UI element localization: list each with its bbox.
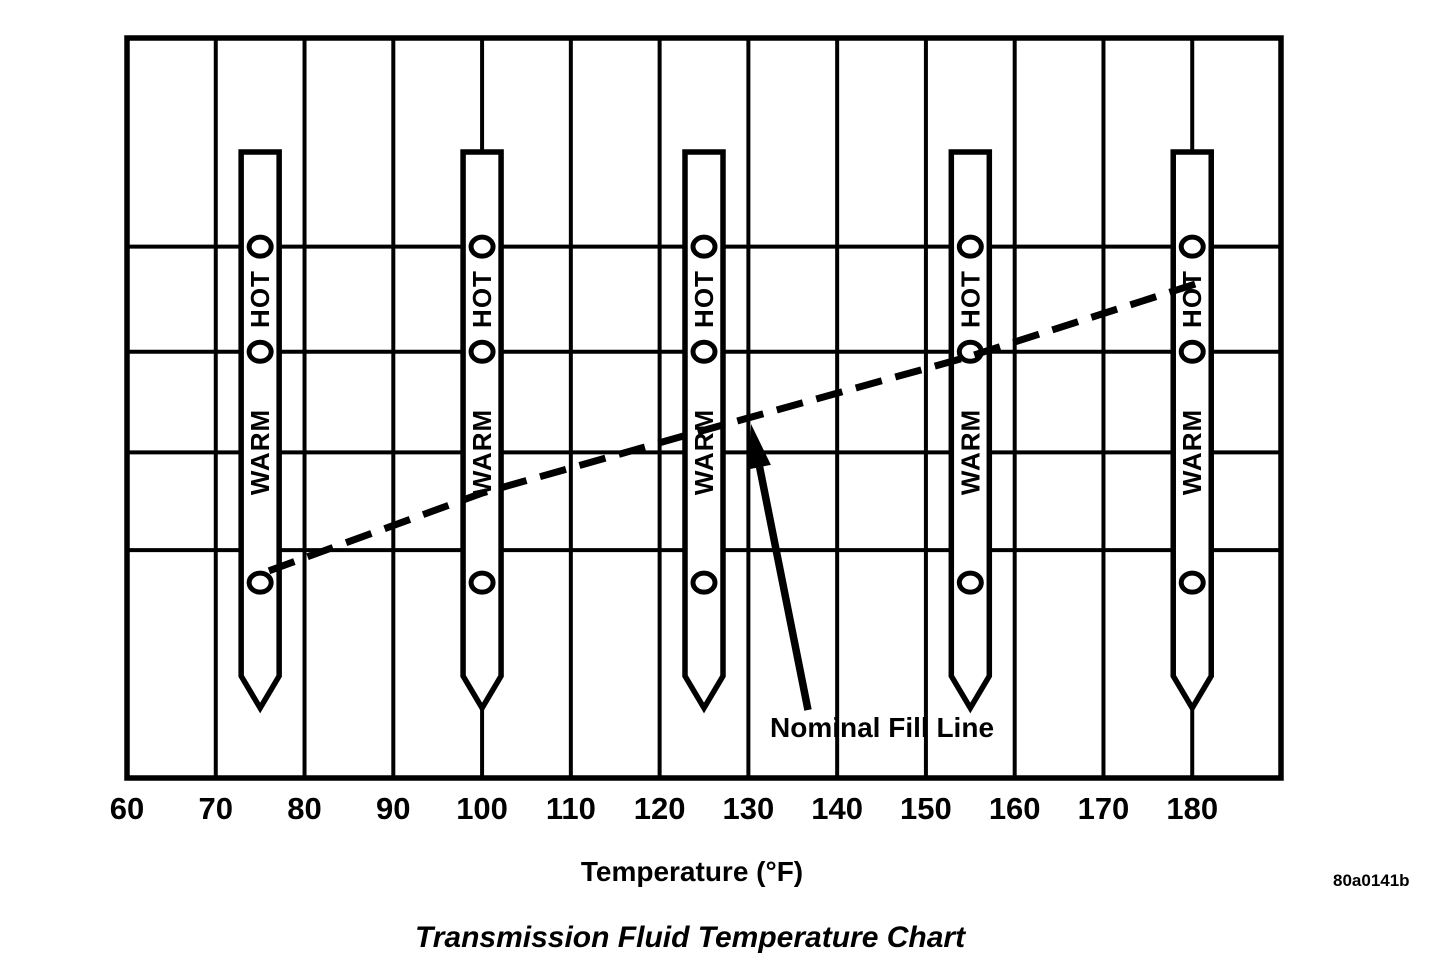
hot-label: HOT [467,270,497,328]
dipstick-hole-2 [1178,339,1206,364]
dipstick-155: HOT WARM [948,149,993,714]
dipstick-hole-3 [1178,570,1206,595]
dipstick-outline [948,149,993,714]
dipstick-75: HOT WARM [238,149,282,714]
dipstick-hole-2 [690,339,718,364]
dipstick-hole-3 [690,570,718,595]
dipstick-125: HOT WARM [682,149,726,714]
hot-label: HOT [1177,270,1207,328]
dipstick-hole-1 [246,234,274,259]
x-axis-ticks: 60 70 80 90 100 110 120 130 140 150 160 170 180 [0,791,1456,826]
x-tick-120: 120 [633,791,686,826]
x-tick-160: 160 [988,791,1041,826]
x-tick-170: 170 [1077,791,1130,826]
dipstick-hole-1 [468,234,496,259]
dipstick-hole-3 [468,570,496,595]
x-tick-60: 60 [109,791,145,826]
nominal-fill-line-dashed [267,278,1203,575]
annotation-arrow-head [748,424,771,470]
x-tick-90: 90 [376,791,411,826]
x-tick-150: 150 [900,791,952,826]
x-tick-130: 130 [722,791,775,826]
hot-label: HOT [245,270,275,328]
dipstick-hole-1 [956,234,984,259]
warm-label: WARM [467,409,497,495]
dipstick-hole-1 [1178,234,1206,259]
dipstick-100: HOT WARM [460,149,504,714]
dipstick-180: HOT WARM [1170,149,1214,714]
hot-label: HOT [955,270,985,328]
warm-label: WARM [955,409,985,495]
hot-label: HOT [689,270,719,328]
warm-label: WARM [1177,409,1207,495]
nominal-fill-line-label: Nominal Fill Line [770,712,995,743]
warm-label: WARM [245,409,275,495]
figure-title: Transmission Fluid Temperature Chart [414,921,966,954]
dipstick-hole-1 [690,234,718,259]
x-tick-100: 100 [456,791,508,826]
figure-code: 80a0141b [1333,871,1410,890]
dipstick-hole-3 [956,570,984,595]
x-axis-title: Temperature (°F) [580,856,804,887]
x-tick-140: 140 [811,791,863,826]
x-tick-180: 180 [1166,791,1219,826]
warm-label: WARM [689,409,719,495]
dipstick-hole-3 [246,570,274,595]
x-tick-80: 80 [287,791,322,826]
dipstick-hole-2 [468,339,496,364]
x-tick-70: 70 [198,791,233,826]
x-tick-110: 110 [545,791,596,826]
annotation-arrow-shaft [755,466,812,711]
dipstick-hole-2 [246,339,274,364]
dipstick-outline [460,149,504,714]
